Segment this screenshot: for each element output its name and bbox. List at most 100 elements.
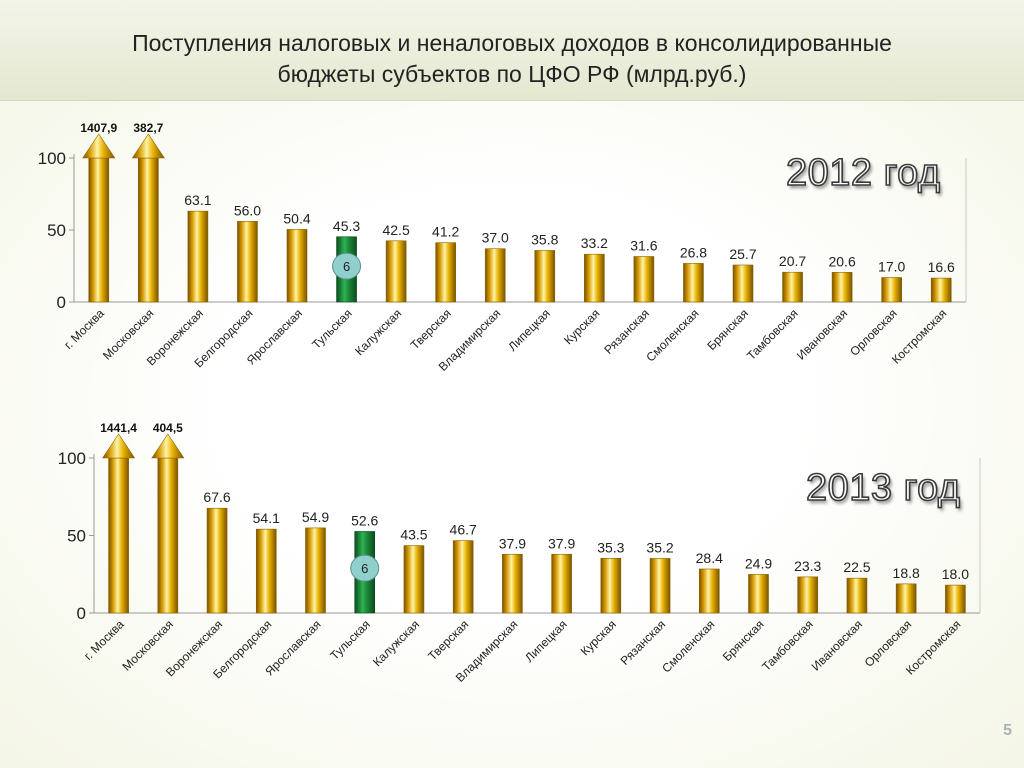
x-tick-label: Ивановская <box>794 306 850 362</box>
data-label: 46.7 <box>450 522 477 538</box>
page-title: Поступления налоговых и неналоговых дохо… <box>0 28 1024 90</box>
bar <box>187 210 209 303</box>
y-tick-label: 100 <box>38 149 66 168</box>
x-tick-label: Рязанская <box>618 617 669 668</box>
bar <box>502 553 523 614</box>
rank-badge <box>332 252 362 280</box>
data-label: 54.1 <box>253 510 280 526</box>
data-label: 37.0 <box>482 230 509 246</box>
year-label-2013: 2013 год <box>805 466 961 510</box>
slide-body <box>0 101 1024 768</box>
data-label: 20.6 <box>828 253 855 269</box>
x-tick-label: Липецкая <box>522 617 570 665</box>
data-label: 22.5 <box>843 559 870 575</box>
x-tick-label: Брянская <box>720 617 767 664</box>
bar <box>237 221 258 303</box>
bar <box>846 577 868 614</box>
bar <box>831 272 853 303</box>
x-tick-label: Тамбовская <box>744 306 801 363</box>
data-label: 18.8 <box>893 565 920 581</box>
bar <box>600 557 622 614</box>
slide-header: Поступления налоговых и неналоговых дохо… <box>0 0 1024 101</box>
data-label: 35.3 <box>597 539 624 555</box>
y-tick-label: 50 <box>67 527 86 546</box>
data-label: 50.4 <box>283 210 310 226</box>
bar <box>649 558 671 614</box>
x-tick-label: Рязанская <box>601 306 652 357</box>
x-tick-label: Тульская <box>327 617 372 662</box>
rank-badge-label: 6 <box>343 259 350 274</box>
bar <box>534 250 556 303</box>
y-tick-label: 100 <box>58 449 86 468</box>
year-label-2012: 2012 год <box>785 151 941 195</box>
bar <box>633 256 655 303</box>
bar <box>108 457 129 614</box>
data-label: 18.0 <box>942 566 969 582</box>
overflow-arrow <box>151 433 185 459</box>
bar <box>698 568 720 614</box>
page-number: 5 <box>1003 722 1012 739</box>
x-tick-label: Курская <box>578 617 619 658</box>
y-tick-label: 0 <box>57 293 66 312</box>
data-label: 20.7 <box>779 253 806 269</box>
x-tick-label: Орловская <box>862 617 915 670</box>
data-label: 16.6 <box>928 259 955 275</box>
data-label: 382,7 <box>133 121 163 135</box>
data-label: 25.7 <box>729 246 756 262</box>
data-label: 404,5 <box>153 421 183 435</box>
bar <box>945 584 966 614</box>
data-label: 54.9 <box>302 509 329 525</box>
data-label: 31.6 <box>630 237 657 253</box>
bar <box>551 553 572 614</box>
data-label: 41.2 <box>432 224 459 240</box>
x-tick-label: Тверская <box>408 306 454 352</box>
x-tick-label: г. Москва <box>81 617 127 663</box>
bar <box>732 264 754 303</box>
x-tick-label: Смоленская <box>643 306 701 364</box>
x-tick-label: Ивановская <box>809 617 865 673</box>
x-tick-label: Тверская <box>425 617 471 663</box>
rank-badge-label: 6 <box>361 561 368 576</box>
y-tick-label: 50 <box>47 221 66 240</box>
bar <box>782 271 803 303</box>
data-label: 56.0 <box>234 202 261 218</box>
bar <box>385 240 407 303</box>
bar <box>930 277 952 303</box>
data-label: 43.5 <box>400 527 427 543</box>
data-label: 35.8 <box>531 231 558 247</box>
data-label: 17.0 <box>878 259 905 275</box>
bar <box>895 583 917 614</box>
data-label: 23.3 <box>794 558 821 574</box>
page-title-line-2: бюджеты субъектов по ЦФО РФ (млрд.руб.) <box>277 61 747 87</box>
bar <box>452 540 474 614</box>
x-tick-label: Брянская <box>704 306 751 353</box>
bar <box>255 528 277 614</box>
data-label: 67.6 <box>203 489 230 505</box>
data-label: 37.9 <box>548 535 575 551</box>
data-label: 26.8 <box>680 244 707 260</box>
bar <box>305 527 326 614</box>
bar <box>157 457 179 614</box>
bar <box>206 507 228 614</box>
overflow-arrow <box>131 133 165 159</box>
data-label: 42.5 <box>382 222 409 238</box>
x-tick-label: Смоленская <box>659 617 717 675</box>
bar <box>88 157 110 303</box>
data-label: 33.2 <box>581 235 608 251</box>
rank-badge <box>350 554 380 582</box>
x-tick-label: Орловская <box>847 306 900 359</box>
x-tick-label: Липецкая <box>505 306 553 354</box>
bar <box>138 157 159 303</box>
bar <box>683 263 704 303</box>
bar <box>403 545 425 614</box>
data-label: 24.9 <box>745 555 772 571</box>
bar <box>797 576 819 614</box>
x-tick-label: Тульская <box>309 306 354 351</box>
bar <box>881 277 902 303</box>
data-label: 1441,4 <box>100 421 137 435</box>
x-tick-label: Тамбовская <box>759 617 816 674</box>
bar <box>484 248 506 303</box>
y-tick-label: 0 <box>77 604 86 623</box>
